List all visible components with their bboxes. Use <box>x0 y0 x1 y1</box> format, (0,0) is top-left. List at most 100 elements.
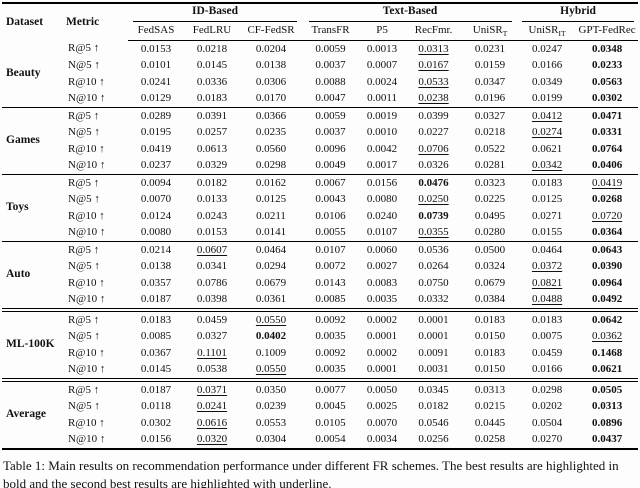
value-cell: 0.0080 <box>140 226 172 238</box>
metric-label: R@10 ↑ <box>68 75 105 88</box>
value-cell: 0.0349 <box>531 75 563 88</box>
value-cell: 0.0035 <box>366 293 398 305</box>
metric-label: N@5 ↑ <box>68 330 100 342</box>
value-cell: 0.0471 <box>576 107 639 125</box>
value-cell: 0.0536 <box>405 241 463 259</box>
value-cell: 0.0150 <box>474 363 506 375</box>
value-cell: 0.0107 <box>302 241 360 259</box>
value-cell: 0.0280 <box>474 226 506 238</box>
value-cell: 0.0522 <box>474 142 506 155</box>
value-cell: 0.0258 <box>474 433 506 445</box>
value-cell: 0.0679 <box>474 276 506 289</box>
method-header: RecFmr. <box>405 21 463 41</box>
header-method-row: FedSAS FedLRU CF-FedSR TransFR P5 RecFmr. UniS… <box>2 21 639 41</box>
value-cell: 0.0050 <box>359 378 406 399</box>
value-cell: 0.0218 <box>196 42 228 55</box>
value-cell: 0.0324 <box>474 260 506 272</box>
value-cell: 0.0323 <box>462 174 519 192</box>
value-cell: 0.0059 <box>315 42 346 55</box>
value-cell: 0.0167 <box>418 59 449 71</box>
table-row: N@5 ↑ 0.0085 0.0327 0.0402 0.0035 0.0001 0.000… <box>2 329 638 346</box>
value-cell: 0.0398 <box>196 293 228 305</box>
value-cell: 0.0504 <box>531 416 563 429</box>
metric-label: R@5 ↑ <box>62 107 128 125</box>
value-cell: 0.0182 <box>184 174 240 192</box>
value-cell: 0.0001 <box>405 308 463 329</box>
table-row: N@5 ↑ 0.0195 0.0257 0.0235 0.0037 0.0010 0.022… <box>2 125 638 142</box>
value-cell: 0.0106 <box>315 209 346 222</box>
metric-label: R@10 ↑ <box>68 416 105 429</box>
value-cell: 0.0621 <box>591 363 623 375</box>
value-cell: 0.0019 <box>359 107 406 125</box>
value-cell: 0.0054 <box>315 433 346 445</box>
metric-label: N@10 ↑ <box>68 92 106 104</box>
value-cell: 0.0150 <box>474 330 506 342</box>
value-cell: 0.0143 <box>315 276 346 289</box>
table-row: R@10 ↑ 0.0367 0.1101 0.1009 0.0092 0.0002 0.00… <box>2 345 638 362</box>
value-cell: 0.0720 <box>591 209 623 222</box>
value-cell: 0.0011 <box>367 92 397 104</box>
value-cell: 0.0059 <box>302 107 360 125</box>
method-header: GPT-FedRec <box>576 21 639 41</box>
metric-label: R@5 ↑ <box>62 241 128 259</box>
value-cell: 0.0156 <box>359 174 406 192</box>
value-cell: 0.0331 <box>591 126 623 138</box>
value-cell: 0.0327 <box>196 330 228 342</box>
table-row: N@10 ↑ 0.0156 0.0320 0.0304 0.0054 0.0034 0.02… <box>2 432 638 450</box>
value-cell: 0.0786 <box>196 276 228 289</box>
value-cell: 0.0495 <box>474 209 506 222</box>
value-cell: 0.0764 <box>591 142 623 155</box>
value-cell: 0.0001 <box>366 363 398 375</box>
value-cell: 0.0183 <box>128 308 184 329</box>
table-row: R@10 ↑ 0.0124 0.0243 0.0211 0.0106 0.0240 0.07… <box>2 208 638 225</box>
value-cell: 0.0091 <box>418 346 449 359</box>
value-cell: 0.1101 <box>197 346 227 359</box>
value-cell: 0.0642 <box>576 308 639 329</box>
value-cell: 0.0237 <box>140 159 172 171</box>
value-cell: 0.0391 <box>184 107 240 125</box>
value-cell: 0.0505 <box>576 378 639 399</box>
value-cell: 0.0101 <box>140 59 172 71</box>
table-row: N@10 ↑ 0.0080 0.0153 0.0141 0.0055 0.0107 0.03… <box>2 225 638 242</box>
value-cell: 0.0204 <box>255 42 287 55</box>
value-cell: 0.0133 <box>196 193 228 205</box>
value-cell: 0.0187 <box>128 378 184 399</box>
table-row: Toys R@5 ↑ 0.0094 0.0182 0.0162 0.0067 0.0156 0… <box>2 174 639 242</box>
value-cell: 0.0025 <box>366 400 398 412</box>
value-cell: 0.0047 <box>315 92 346 104</box>
value-cell: 0.0105 <box>315 416 346 429</box>
value-cell: 0.0643 <box>576 241 639 259</box>
value-cell: 0.0037 <box>315 59 346 71</box>
metric-label: R@5 ↑ <box>62 174 128 192</box>
value-cell: 0.0345 <box>405 378 463 399</box>
value-cell: 0.0107 <box>366 226 398 238</box>
value-cell: 0.0024 <box>366 75 398 88</box>
value-cell: 0.0538 <box>196 363 228 375</box>
value-cell: 0.0560 <box>255 142 287 155</box>
value-cell: 0.0145 <box>140 363 172 375</box>
value-cell: 0.0138 <box>140 260 172 272</box>
table-row: N@10 ↑ 0.0187 0.0398 0.0361 0.0085 0.0035 0.03… <box>2 292 638 311</box>
value-cell: 0.0384 <box>474 293 506 305</box>
value-cell: 0.0034 <box>366 433 398 445</box>
value-cell: 0.0268 <box>591 193 623 205</box>
value-cell: 0.0227 <box>418 126 449 138</box>
value-cell: 0.0218 <box>474 126 506 138</box>
metric-label: N@5 ↑ <box>68 260 100 272</box>
value-cell: 0.0362 <box>591 330 623 342</box>
value-cell: 0.0750 <box>418 276 449 289</box>
value-cell: 0.0170 <box>255 92 287 104</box>
table-row: N@10 ↑ 0.0145 0.0538 0.0550 0.0035 0.0001 0.00… <box>2 362 638 381</box>
metric-label: R@5 ↑ <box>62 308 128 329</box>
metric-label: N@10 ↑ <box>68 363 106 375</box>
value-cell: 0.0233 <box>591 59 623 71</box>
value-cell: 0.0239 <box>255 400 287 412</box>
value-cell: 0.0080 <box>366 193 398 205</box>
value-cell: 0.0243 <box>196 209 228 222</box>
value-cell: 0.0155 <box>531 226 563 238</box>
value-cell: 0.0002 <box>359 308 406 329</box>
value-cell: 0.0550 <box>240 308 303 329</box>
value-cell: 0.0302 <box>591 92 623 104</box>
value-cell: 0.0035 <box>315 363 346 375</box>
table-row: Average R@5 ↑ 0.0187 0.0371 0.0350 0.0077 0.00… <box>2 378 639 449</box>
